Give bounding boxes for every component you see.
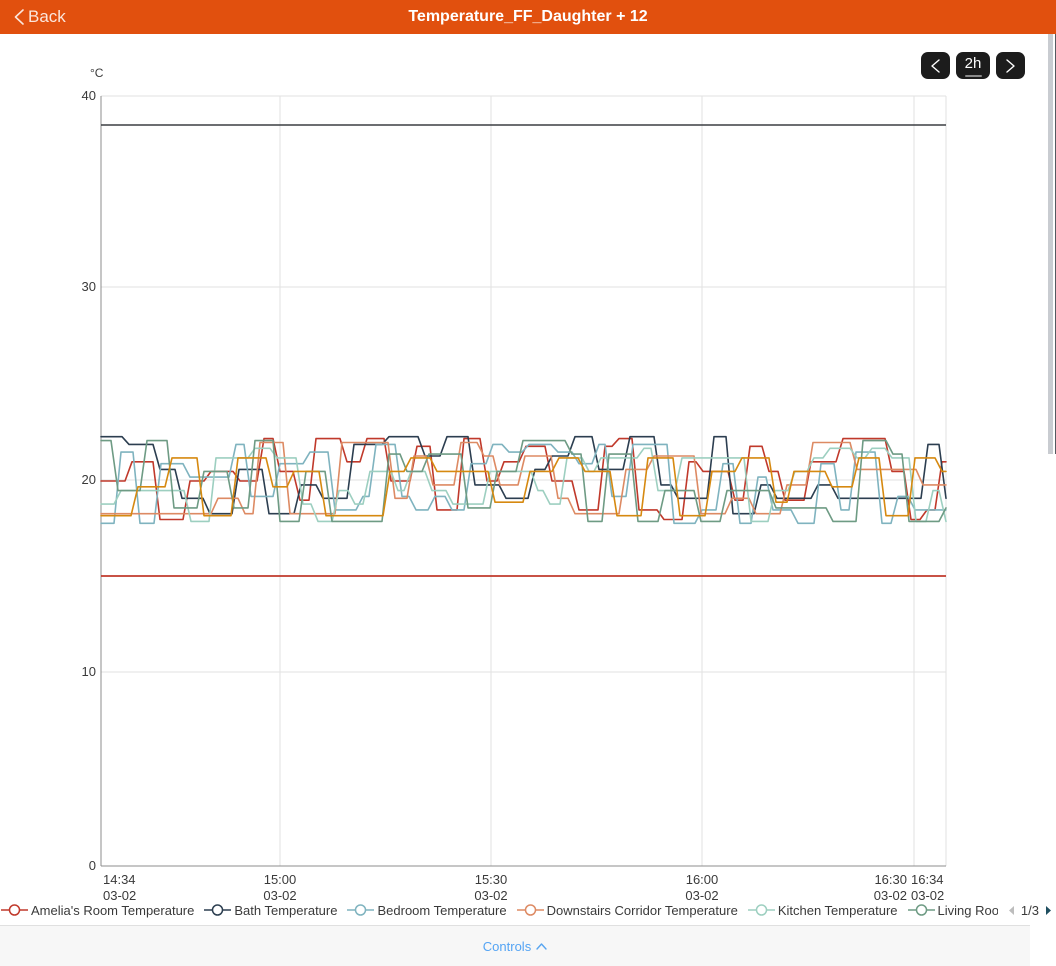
svg-text:14:34: 14:34 [103, 872, 136, 887]
svg-text:16:00: 16:00 [686, 872, 719, 887]
svg-text:16:30: 16:30 [874, 872, 907, 887]
svg-text:15:30: 15:30 [475, 872, 508, 887]
svg-text:0: 0 [89, 858, 96, 873]
svg-text:40: 40 [82, 88, 96, 103]
svg-text:10: 10 [82, 664, 96, 679]
svg-text:20: 20 [82, 472, 96, 487]
svg-text:15:00: 15:00 [264, 872, 297, 887]
svg-text:16:34: 16:34 [911, 872, 944, 887]
svg-text:30: 30 [82, 279, 96, 294]
